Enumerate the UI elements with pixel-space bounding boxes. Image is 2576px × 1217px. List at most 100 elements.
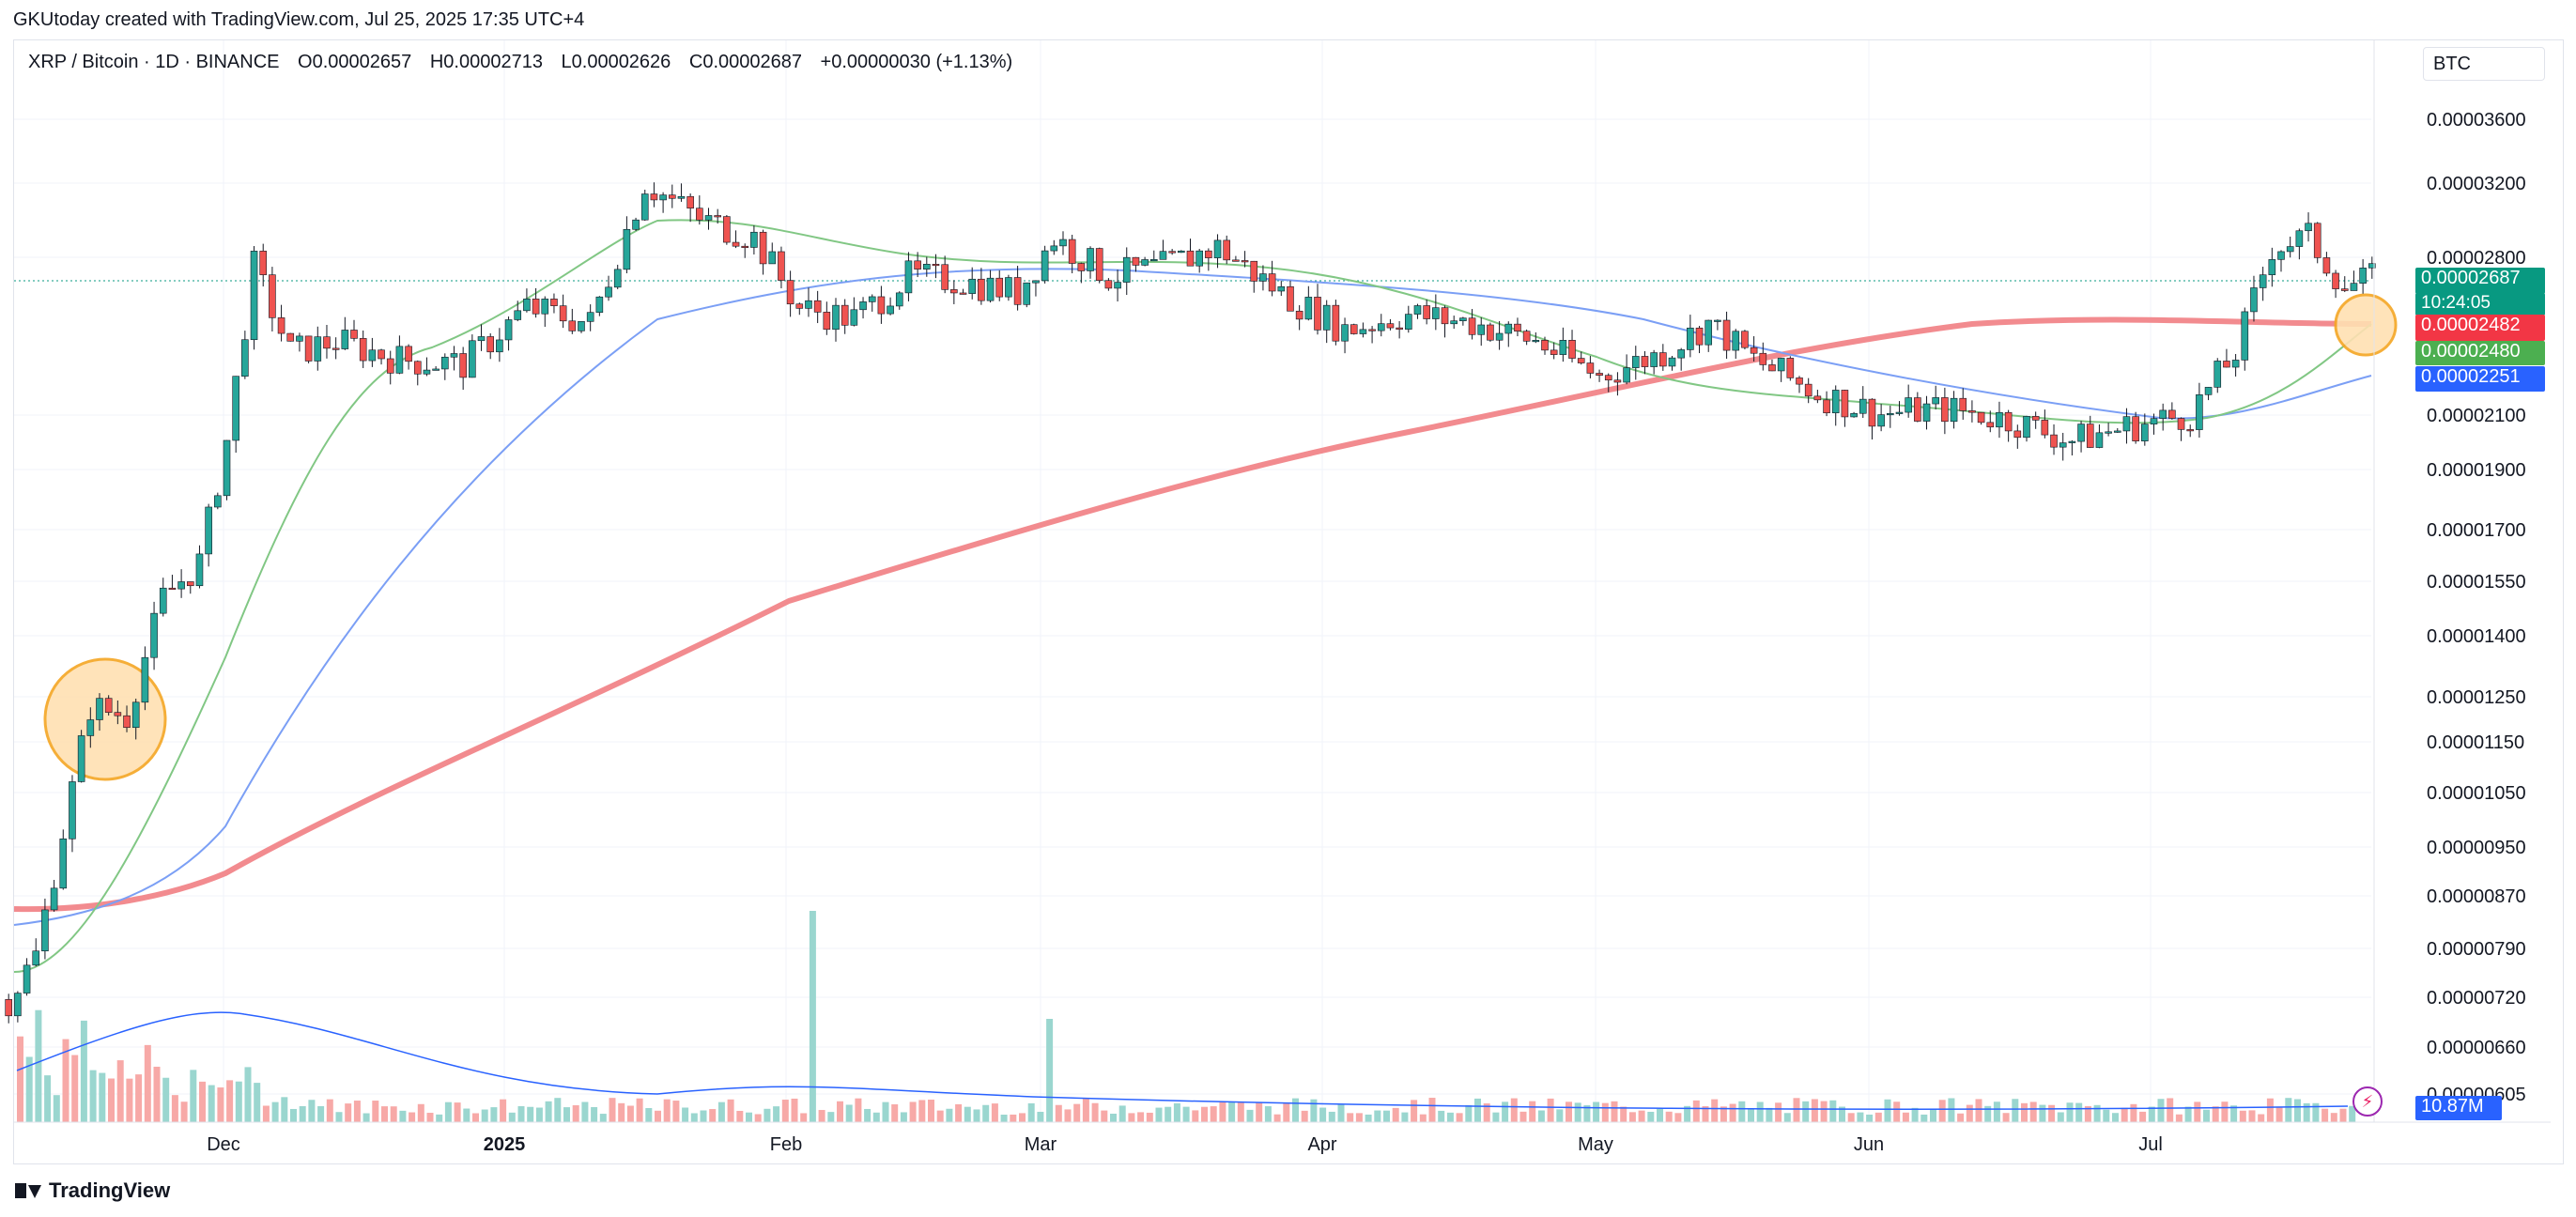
candle-body [978,278,985,301]
candle-body [650,193,658,201]
candle-body [1796,377,1803,385]
candle-body [1178,250,1185,254]
volume-bar [1993,1101,2000,1122]
y-tick-label: 0.00000950 [2427,838,2526,858]
candle-body [2368,263,2376,269]
volume-bar [271,1101,279,1122]
candle-body [1568,340,1576,359]
volume-bar [717,1101,725,1122]
volume-bar [1884,1099,1891,1122]
volume-bar [25,1056,33,1122]
candle-body [1659,352,1667,367]
volume-bar [764,1108,771,1122]
candle-body [2122,416,2131,432]
candle-body [496,339,503,353]
volume-bar [727,1099,734,1122]
candle-body [732,241,740,247]
volume-bar [2321,1108,2329,1122]
candle-body [1441,307,1449,325]
volume-bar [317,1105,325,1122]
candle-body [1522,331,1531,342]
candle-body [559,305,567,322]
volume-bar [1811,1099,1818,1122]
volume-bar [1401,1112,1409,1122]
volume-bar [500,1099,507,1122]
volume-bar [17,1036,23,1122]
candle-body [2196,394,2203,430]
volume-bar [754,1114,762,1122]
volume-bar [1566,1101,1572,1122]
volume-bar [690,1113,698,1122]
y-tick-label: 0.00001700 [2427,520,2526,541]
volume-bar [1984,1105,1992,1122]
candle-body [2141,424,2149,441]
candle-body [2059,442,2067,448]
candle-body [786,280,794,305]
candle-body [186,581,194,587]
volume-bar [991,1103,998,1122]
volume-bar [1118,1105,1126,1122]
candle-body [323,336,331,349]
candle-body [1504,323,1513,334]
bolt-icon[interactable]: ⚡ [2352,1086,2383,1117]
candle-body [532,299,540,315]
volume-bar [1456,1113,1463,1122]
candle-body [1141,259,1149,266]
volume-ma-line [16,1011,2349,1110]
candle-body [868,296,876,302]
candle-body [1077,263,1086,271]
volume-bar [208,1085,215,1122]
volume-bar [409,1112,416,1122]
candle-body [1932,397,1939,405]
candle-body [332,347,340,350]
volume-bar [180,1101,188,1122]
volume-bar [2294,1099,2301,1122]
volume-bar [800,1113,808,1122]
volume-bar [599,1114,607,1122]
candle-body [1922,403,1931,422]
volume-bar [1702,1105,1709,1122]
volume-bar [535,1107,543,1122]
volume-bar [1893,1101,1901,1122]
candle-body [1741,331,1749,348]
volume-bar [1000,1114,1008,1122]
volume-bar [1347,1113,1354,1122]
volume-bar [2057,1112,2064,1122]
candle-body [2031,416,2040,421]
candle-body [632,219,640,230]
candle-body [2068,440,2076,443]
candle-body [1613,379,1622,383]
candle-body [1277,285,1286,292]
volume-bar [1055,1104,1062,1122]
volume-bar [1756,1101,1764,1122]
volume-bar [872,1112,880,1122]
candle-body [1959,397,1967,411]
volume-bar [2184,1106,2192,1122]
volume-bar [1665,1111,1673,1122]
volume-bar [626,1105,634,1122]
y-tick-label: 0.00003200 [2427,174,2526,194]
volume-bar [2275,1106,2283,1122]
volume-bar [1355,1113,1363,1122]
volume-bar [773,1106,780,1122]
candle-body [778,251,785,281]
volume-bar [444,1101,452,1122]
candle-body [1559,340,1567,355]
volume-bar [909,1101,917,1122]
volume-bar [982,1104,990,1122]
candle-body [1159,251,1167,260]
open-value: O0.00002657 [298,52,412,72]
currency-button[interactable]: BTC [2423,47,2545,81]
symbol-name[interactable]: XRP / Bitcoin · 1D · BINANCE [28,52,280,72]
volume-bar [1674,1113,1682,1122]
candle-body [1859,398,1867,414]
candle-body [96,698,103,720]
volume-bar [1820,1101,1828,1122]
candle-body [941,264,949,290]
candle-body [1941,397,1949,423]
volume-bar [1547,1098,1554,1122]
candle-body [41,909,49,952]
candle-body [395,346,404,374]
candle-body [2041,420,2049,436]
